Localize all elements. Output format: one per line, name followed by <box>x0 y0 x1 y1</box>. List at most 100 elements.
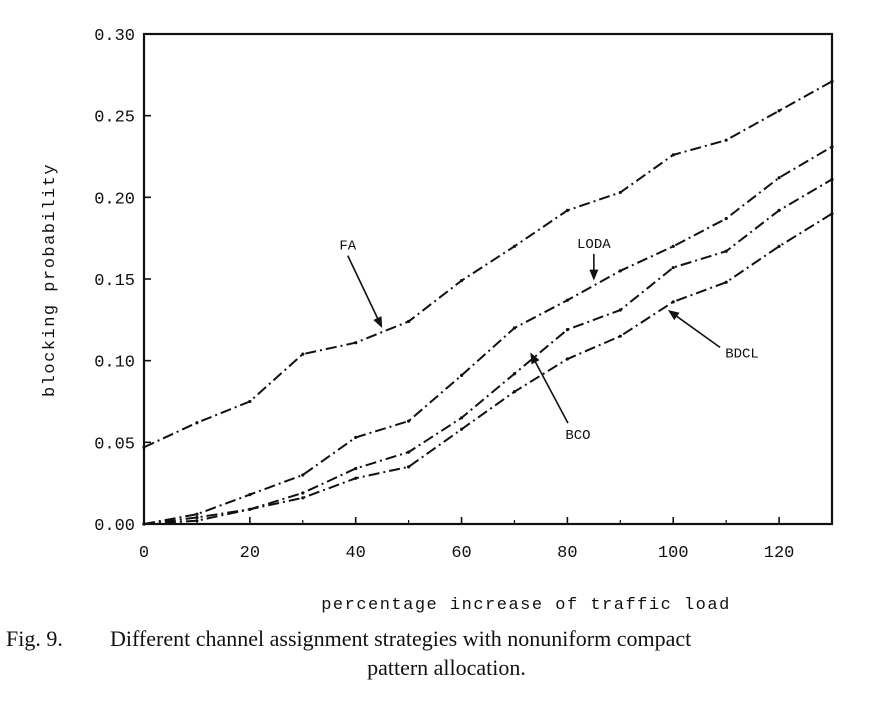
series-loda <box>142 145 834 526</box>
data-point <box>671 244 675 248</box>
y-tick-label: 0.25 <box>94 109 135 128</box>
data-point <box>618 190 622 195</box>
caption-line-2: pattern allocation. <box>367 655 526 680</box>
annotation-arrow-shaft <box>530 353 569 424</box>
data-point <box>724 138 728 142</box>
data-point <box>830 212 834 216</box>
annotation-arrow-head <box>589 269 599 281</box>
data-point <box>248 493 252 497</box>
annotation-label: BCO <box>565 428 590 444</box>
annotation-label: LODA <box>577 237 611 253</box>
data-point <box>512 326 517 330</box>
data-point <box>195 512 199 516</box>
x-tick-label: 120 <box>764 544 795 563</box>
y-tick-label: 0.10 <box>94 354 135 373</box>
x-tick-label: 20 <box>240 544 260 563</box>
data-point <box>512 390 517 394</box>
data-point <box>565 357 569 361</box>
data-point <box>407 319 411 324</box>
data-point <box>671 153 675 157</box>
data-point <box>777 176 781 180</box>
caption-line-1: Fig. 9. Different channel assignment stra… <box>6 624 691 653</box>
data-point <box>248 507 252 511</box>
x-tick-label: 80 <box>557 544 577 563</box>
series-line-bco <box>143 178 833 525</box>
annotation-layer: FA LODA BCO BDCL <box>339 237 758 444</box>
y-tick-label: 0.05 <box>94 435 135 454</box>
caption-text-1: Different channel assignment strategies … <box>110 626 692 651</box>
data-point <box>142 445 146 449</box>
series-fa <box>142 79 834 449</box>
data-point <box>459 373 464 377</box>
series-line-loda <box>143 145 833 525</box>
data-point <box>724 216 728 221</box>
x-axis-label: percentage increase of traffic load <box>321 596 731 615</box>
annotation-arrow-shaft <box>347 255 383 327</box>
data-point <box>565 208 569 212</box>
line-chart: 0 20 40 60 80 100 120 0.00 0.05 0.10 0.15 0.20 0.25 0… <box>41 27 834 615</box>
data-point <box>301 352 305 356</box>
y-axis-label: blocking probability <box>41 163 60 397</box>
data-point <box>724 280 728 284</box>
data-point <box>565 298 569 302</box>
data-point <box>354 341 358 345</box>
data-point <box>407 465 411 469</box>
series-layer <box>142 79 834 526</box>
data-point <box>195 519 199 523</box>
annotation-label: BDCL <box>725 346 759 362</box>
annotation-arrow-shaft <box>669 310 721 349</box>
x-tick-label: 0 <box>139 544 149 563</box>
annotation-arrow-head <box>373 316 383 328</box>
data-point <box>777 244 781 248</box>
x-tick-label: 40 <box>345 544 365 563</box>
annotation-label: FA <box>339 239 356 255</box>
x-tick-label: 60 <box>451 544 471 563</box>
data-point <box>618 269 622 273</box>
y-tick-label: 0.00 <box>94 517 135 536</box>
data-point <box>830 79 834 83</box>
data-point <box>142 522 146 526</box>
data-point <box>407 450 411 454</box>
data-point <box>830 177 834 181</box>
series-line-fa <box>143 80 833 449</box>
data-point <box>830 145 834 149</box>
series-bdcl <box>142 212 834 526</box>
data-point <box>618 308 622 312</box>
figure-number: Fig. 9. <box>6 626 63 651</box>
data-point <box>512 372 517 376</box>
plot-frame <box>142 32 834 526</box>
data-point <box>301 496 305 500</box>
data-point <box>248 399 252 404</box>
annotation-fa: FA <box>339 239 383 328</box>
axis-ticks: 0 20 40 60 80 100 120 0.00 0.05 0.10 0.15 0.20 0.25 0… <box>94 27 794 563</box>
data-point <box>354 476 358 480</box>
data-point <box>618 334 622 338</box>
data-point <box>301 473 305 477</box>
data-point <box>671 300 675 304</box>
data-point <box>459 427 464 431</box>
data-point <box>195 515 199 520</box>
data-point <box>777 208 781 212</box>
data-point <box>724 249 728 253</box>
data-point <box>354 435 358 440</box>
y-tick-label: 0.30 <box>94 27 135 46</box>
annotation-bdcl: BDCL <box>667 310 759 362</box>
plot-border <box>142 32 834 526</box>
annotation-bco: BCO <box>530 352 591 444</box>
data-point <box>565 328 569 332</box>
data-point <box>407 419 411 423</box>
data-point <box>671 265 675 270</box>
data-point <box>354 466 358 471</box>
data-point <box>459 416 464 420</box>
x-tick-label: 100 <box>658 544 689 563</box>
y-tick-label: 0.20 <box>94 190 135 209</box>
y-tick-label: 0.15 <box>94 272 135 291</box>
annotation-loda: LODA <box>577 237 611 281</box>
data-point <box>777 109 781 113</box>
data-point <box>512 244 517 248</box>
data-point <box>301 491 305 495</box>
data-point <box>195 421 199 425</box>
data-point <box>459 279 464 283</box>
series-line-bdcl <box>143 212 833 525</box>
